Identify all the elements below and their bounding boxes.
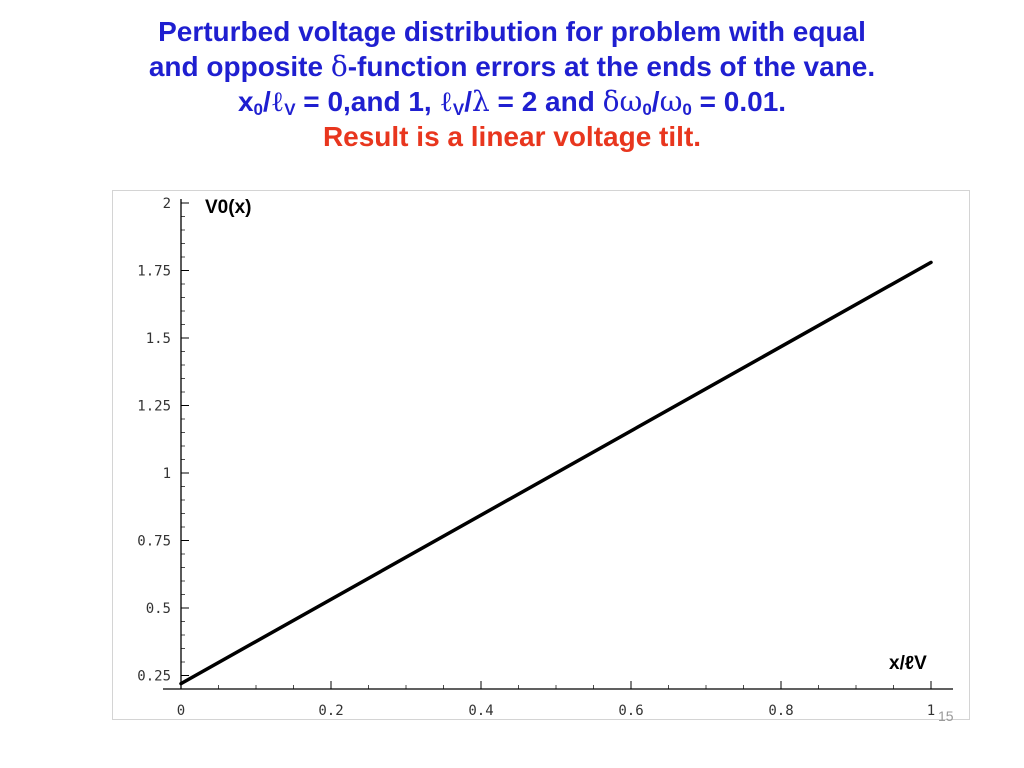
parameters-line: x0/ℓV = 0,and 1, ℓV/λ = 2 and δω0/ω0 = 0… bbox=[0, 84, 1024, 119]
param-slash-1: / bbox=[262, 86, 271, 117]
chart-series bbox=[179, 260, 933, 686]
y-tick-label: 1.25 bbox=[137, 399, 171, 415]
title-line-2: and opposite δ-function errors at the en… bbox=[0, 49, 1024, 84]
x-tick-label: 0.2 bbox=[318, 703, 343, 719]
param-omega: ω bbox=[619, 85, 643, 118]
y-tick-label: 1.5 bbox=[146, 331, 171, 347]
x-tick-label: 0.8 bbox=[768, 703, 793, 719]
param-omega-2-sub: 0 bbox=[682, 100, 692, 119]
title-line-2-prefix: and opposite bbox=[148, 51, 331, 82]
param-ell-sub: V bbox=[284, 100, 296, 119]
param-ell: ℓ bbox=[270, 85, 285, 118]
y-tick-label: 2 bbox=[163, 196, 171, 212]
x-axis-label: x/ℓV bbox=[889, 653, 927, 674]
chart-axis-labels: V0(x) x/ℓV bbox=[205, 197, 927, 674]
x-axis-label-text: x/ℓV bbox=[889, 653, 927, 674]
y-tick-label: 1.75 bbox=[137, 264, 171, 280]
page-number: 15 bbox=[938, 708, 954, 724]
param-eq-3: = 0.01. bbox=[691, 86, 787, 117]
chart-ticks: 0.25 0.5 0.75 1 1.25 1.5 1.75 2 0 0.2 0.4 0.6 0.8 1 bbox=[137, 196, 935, 719]
param-slash-3: / bbox=[651, 86, 660, 117]
param-x: x bbox=[237, 86, 254, 117]
param-x-sub: 0 bbox=[253, 100, 263, 119]
y-tick-label: 0.5 bbox=[146, 601, 171, 617]
y-tick-label: 0.75 bbox=[137, 534, 171, 550]
x-tick-label: 0.6 bbox=[618, 703, 643, 719]
y-axis-label-text: V0(x) bbox=[205, 197, 251, 218]
x-tick-label: 1 bbox=[927, 703, 935, 719]
y-tick-label: 0.25 bbox=[137, 669, 171, 685]
param-delta: δ bbox=[602, 85, 620, 118]
voltage-chart: 0.25 0.5 0.75 1 1.25 1.5 1.75 2 0 0.2 0.4 0.6 0.8 1 V… bbox=[137, 196, 953, 719]
param-omega-2: ω bbox=[659, 85, 683, 118]
title-line-1: Perturbed voltage distribution for probl… bbox=[158, 16, 866, 47]
result-line: Result is a linear voltage tilt. bbox=[322, 121, 702, 152]
slide-title: Perturbed voltage distribution for probl… bbox=[0, 14, 1024, 154]
param-omega-sub: 0 bbox=[642, 100, 652, 119]
chart-frame: 0.25 0.5 0.75 1 1.25 1.5 1.75 2 0 0.2 0.4 0.6 0.8 1 V… bbox=[112, 190, 970, 720]
param-eq-2: = 2 and bbox=[489, 86, 603, 117]
chart-axes bbox=[163, 199, 953, 690]
y-axis-label: V0(x) bbox=[205, 197, 251, 218]
param-ell-2: ℓ bbox=[439, 85, 453, 118]
param-eq-1: = 0,and 1, bbox=[295, 86, 440, 117]
y-tick-label: 1 bbox=[163, 466, 171, 482]
param-slash-2: / bbox=[464, 86, 473, 117]
param-lambda: λ bbox=[472, 85, 490, 118]
title-line-2-suffix: -function errors at the ends of the vane… bbox=[347, 51, 876, 82]
delta-symbol: δ bbox=[330, 50, 348, 83]
param-ell-2-sub: V bbox=[452, 100, 465, 119]
x-tick-label: 0.4 bbox=[468, 703, 493, 719]
voltage-curve bbox=[179, 260, 933, 686]
x-tick-label: 0 bbox=[177, 703, 185, 719]
